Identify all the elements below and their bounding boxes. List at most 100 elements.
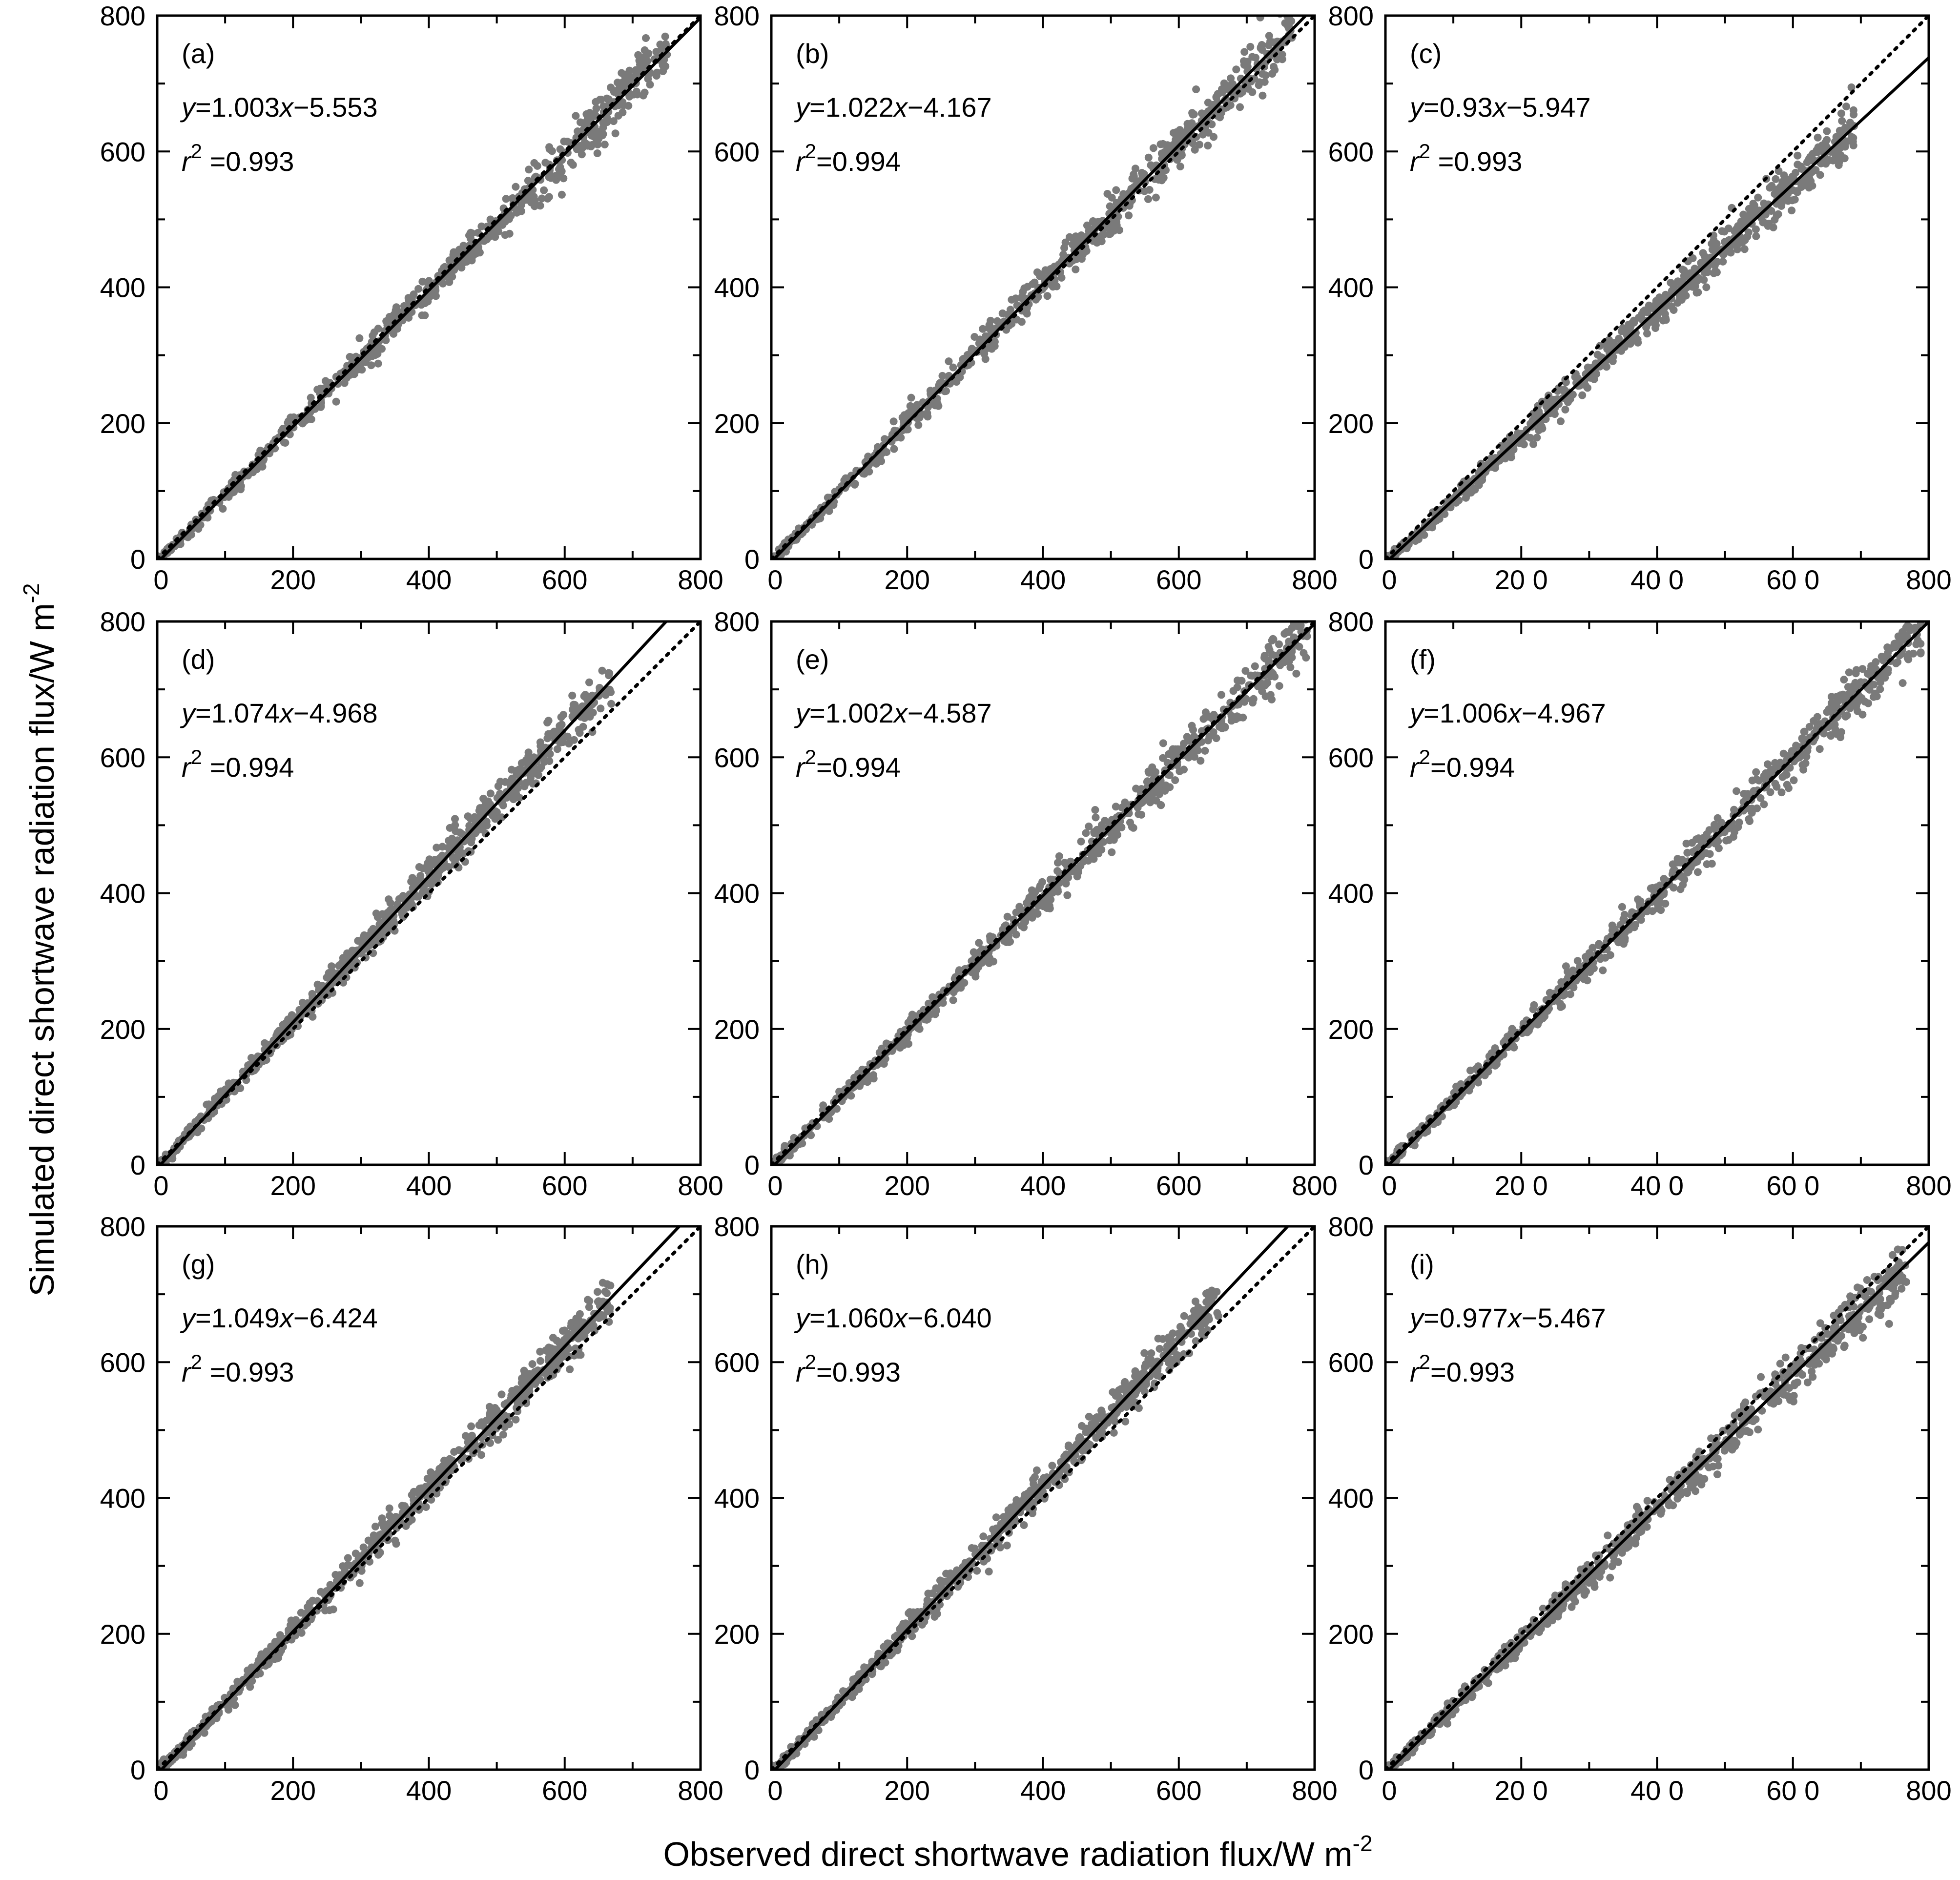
data-point (1247, 671, 1255, 680)
y-tick-label: 400 (1328, 272, 1374, 303)
r-squared: r2 =0.994 (182, 745, 294, 783)
data-point (1814, 143, 1822, 151)
x-tick-label: 20 0 (1495, 564, 1548, 595)
data-point (1024, 897, 1032, 905)
data-point (1159, 739, 1167, 747)
data-point (1877, 653, 1886, 661)
y-tick-label: 0 (744, 1150, 760, 1180)
regression-line (1388, 56, 1929, 559)
data-point (1744, 228, 1753, 236)
data-point (427, 1468, 435, 1476)
data-point (512, 789, 520, 798)
data-point (1487, 454, 1496, 462)
data-point (1892, 659, 1900, 667)
data-point (444, 844, 453, 852)
data-point (605, 671, 613, 680)
data-point (445, 256, 454, 265)
data-point (1748, 805, 1756, 813)
data-point (1708, 860, 1716, 868)
data-point (1801, 759, 1810, 767)
x-tick-label: 0 (1382, 564, 1397, 595)
data-point (237, 485, 245, 494)
data-point (1047, 265, 1055, 273)
x-tick-label: 40 0 (1630, 1170, 1684, 1201)
panel-label: (e) (796, 644, 829, 675)
r-squared: r2=0.994 (796, 745, 901, 783)
data-point (1678, 855, 1686, 864)
r-squared: r2=0.994 (1410, 745, 1515, 783)
data-point (1131, 165, 1139, 173)
data-point (378, 932, 387, 941)
regression-line (160, 17, 701, 559)
axis-ticks (770, 620, 1316, 1166)
data-point (325, 969, 333, 977)
data-point (614, 112, 622, 120)
data-point (390, 330, 398, 338)
data-point (598, 131, 607, 140)
data-point (1184, 753, 1193, 762)
data-point (1850, 110, 1858, 119)
data-point (1678, 266, 1687, 274)
data-point (548, 147, 556, 155)
data-point (475, 248, 484, 257)
data-point (1168, 751, 1176, 760)
data-point (1689, 254, 1697, 262)
x-tick-label: 400 (1020, 1170, 1066, 1201)
data-point (1072, 232, 1080, 241)
data-point (1526, 434, 1534, 442)
data-point (577, 142, 585, 150)
data-point (1635, 313, 1643, 322)
data-point (1841, 712, 1850, 721)
data-point (418, 277, 427, 286)
data-point (1210, 711, 1218, 719)
data-point (1635, 899, 1644, 907)
axis-ticks (156, 15, 701, 560)
data-point (1015, 903, 1024, 911)
panel-b: 0 200 400 600 8000200400600800(b)y=1.022x−4.… (714, 0, 1338, 595)
data-point (889, 417, 898, 426)
data-point (556, 739, 564, 747)
panel-d: 0 200 400 600 8000200400600800(d)y=1.074x−4.… (100, 606, 723, 1201)
data-point (560, 137, 568, 145)
data-point (1614, 938, 1623, 947)
data-point (1275, 682, 1283, 690)
data-point (1533, 434, 1541, 442)
data-point (431, 856, 439, 864)
panel-e: 0 200 400 600 8000200400600800(e)y=1.002x−4.… (714, 606, 1338, 1201)
y-tick-label: 600 (714, 136, 760, 167)
data-point (1823, 708, 1831, 716)
data-point (1841, 695, 1849, 703)
data-point (1243, 58, 1252, 66)
data-point (536, 1357, 544, 1365)
data-point (1599, 966, 1607, 974)
data-point (1805, 723, 1814, 731)
data-point (582, 110, 591, 118)
x-tick-label: 600 (542, 564, 587, 595)
data-point (1706, 850, 1714, 858)
data-point (1041, 266, 1050, 274)
data-point (1917, 609, 1924, 617)
data-point (1783, 781, 1791, 789)
data-point (915, 413, 924, 422)
x-tick-label: 800 (1906, 1170, 1951, 1201)
data-point (1840, 676, 1848, 684)
data-point (280, 438, 288, 447)
data-point (1719, 257, 1727, 266)
data-point (528, 768, 536, 777)
data-point (925, 999, 933, 1008)
data-point (575, 725, 583, 734)
data-point (543, 194, 552, 203)
data-point (1529, 440, 1537, 448)
data-point (1176, 126, 1184, 134)
data-point (661, 32, 669, 41)
data-point (1268, 70, 1277, 78)
data-point (949, 996, 957, 1004)
data-point (591, 140, 599, 148)
x-tick-label: 60 0 (1766, 564, 1819, 595)
data-point (1208, 120, 1216, 128)
data-point (1745, 815, 1753, 823)
data-point (949, 363, 957, 372)
data-point (1194, 746, 1202, 755)
data-point (1249, 695, 1258, 703)
panel-label: (c) (1410, 38, 1442, 69)
